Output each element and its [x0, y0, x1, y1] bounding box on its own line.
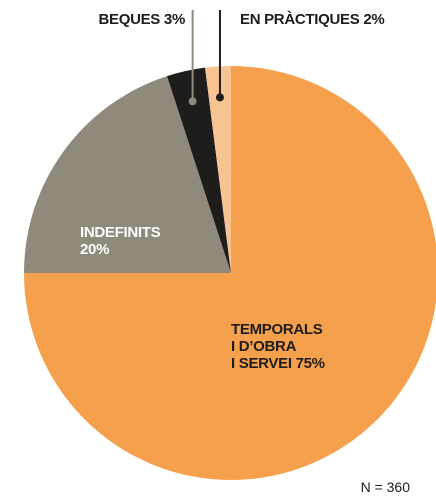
slice-name: TEMPORALS I D’OBRA I SERVEI — [231, 321, 323, 372]
slice-value: 3% — [163, 11, 185, 28]
pie-slice — [205, 66, 231, 273]
slice-value: 2% — [363, 11, 385, 28]
slice-label: BEQUES 3% — [98, 11, 185, 28]
slice-value: 75% — [295, 355, 325, 372]
slice-label: TEMPORALS I D’OBRA I SERVEI 75% — [231, 321, 325, 372]
pie-slice — [167, 67, 231, 273]
slice-name: INDEFINITS — [80, 224, 161, 241]
slice-label: INDEFINITS 20% — [80, 224, 161, 258]
slice-name: BEQUES — [98, 11, 161, 28]
pie-slice — [24, 66, 436, 480]
leader-dot — [215, 93, 224, 102]
leader-dot — [188, 97, 197, 106]
slice-value: 20% — [80, 241, 110, 258]
slice-name: EN PRÀCTIQUES — [240, 11, 360, 28]
sample-size-note: N = 360 — [360, 479, 410, 495]
slice-label: EN PRÀCTIQUES 2% — [240, 11, 385, 28]
pie-slice — [24, 76, 231, 273]
